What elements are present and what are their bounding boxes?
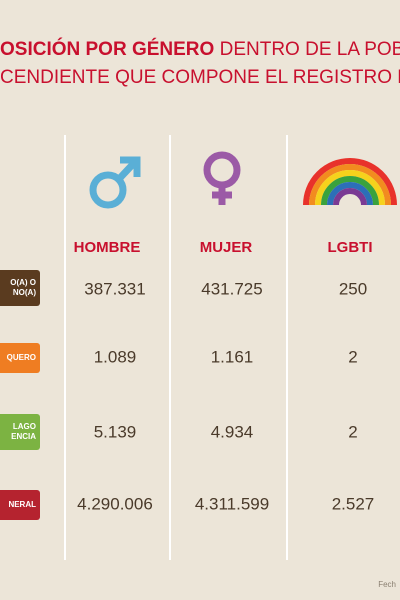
- title-line-2: CENDIENTE QUE COMPONE EL REGISTRO DE: [0, 67, 400, 88]
- rainbow-icon: [303, 158, 397, 206]
- male-icon: [89, 156, 141, 209]
- cell-value: 4.311.599: [195, 494, 269, 513]
- column-separators: [64, 135, 288, 560]
- row-badge: [0, 490, 40, 520]
- cell-value: 4.934: [211, 422, 254, 441]
- cell-value: 2: [348, 422, 357, 441]
- cell-value: 2: [348, 347, 357, 366]
- cell-value: 1.161: [211, 347, 254, 366]
- row-badge: [0, 343, 40, 373]
- cell-value: 1.089: [94, 347, 137, 366]
- cell-value: 4.290.006: [77, 494, 153, 513]
- column-header: MUJER: [200, 239, 253, 256]
- cell-value: 387.331: [84, 279, 145, 298]
- cell-value: 5.139: [94, 422, 137, 441]
- row-label: ENCIA: [11, 432, 36, 441]
- title-rest: DENTRO DE LA POBLA: [214, 39, 400, 60]
- row-label: O(A) O: [10, 278, 36, 287]
- column-header: LGBTI: [328, 239, 373, 256]
- row-badge: [0, 270, 40, 306]
- cell-value: 250: [339, 279, 367, 298]
- row-label: NO(A): [13, 288, 36, 297]
- row-label: LAGO: [13, 422, 36, 431]
- footer: Fech: [378, 580, 396, 589]
- row-badge: [0, 414, 40, 450]
- row-label: QUERO: [7, 353, 36, 362]
- title-bold: OSICIÓN POR GÉNERO: [0, 38, 214, 60]
- female-icon: [203, 151, 241, 205]
- cell-value: 2.527: [332, 494, 375, 513]
- column-header: HOMBRE: [74, 239, 141, 256]
- title-line-1: OSICIÓN POR GÉNERO DENTRO DE LA POBLA: [0, 38, 400, 60]
- cell-value: 431.725: [201, 279, 262, 298]
- row-label: NERAL: [8, 500, 36, 509]
